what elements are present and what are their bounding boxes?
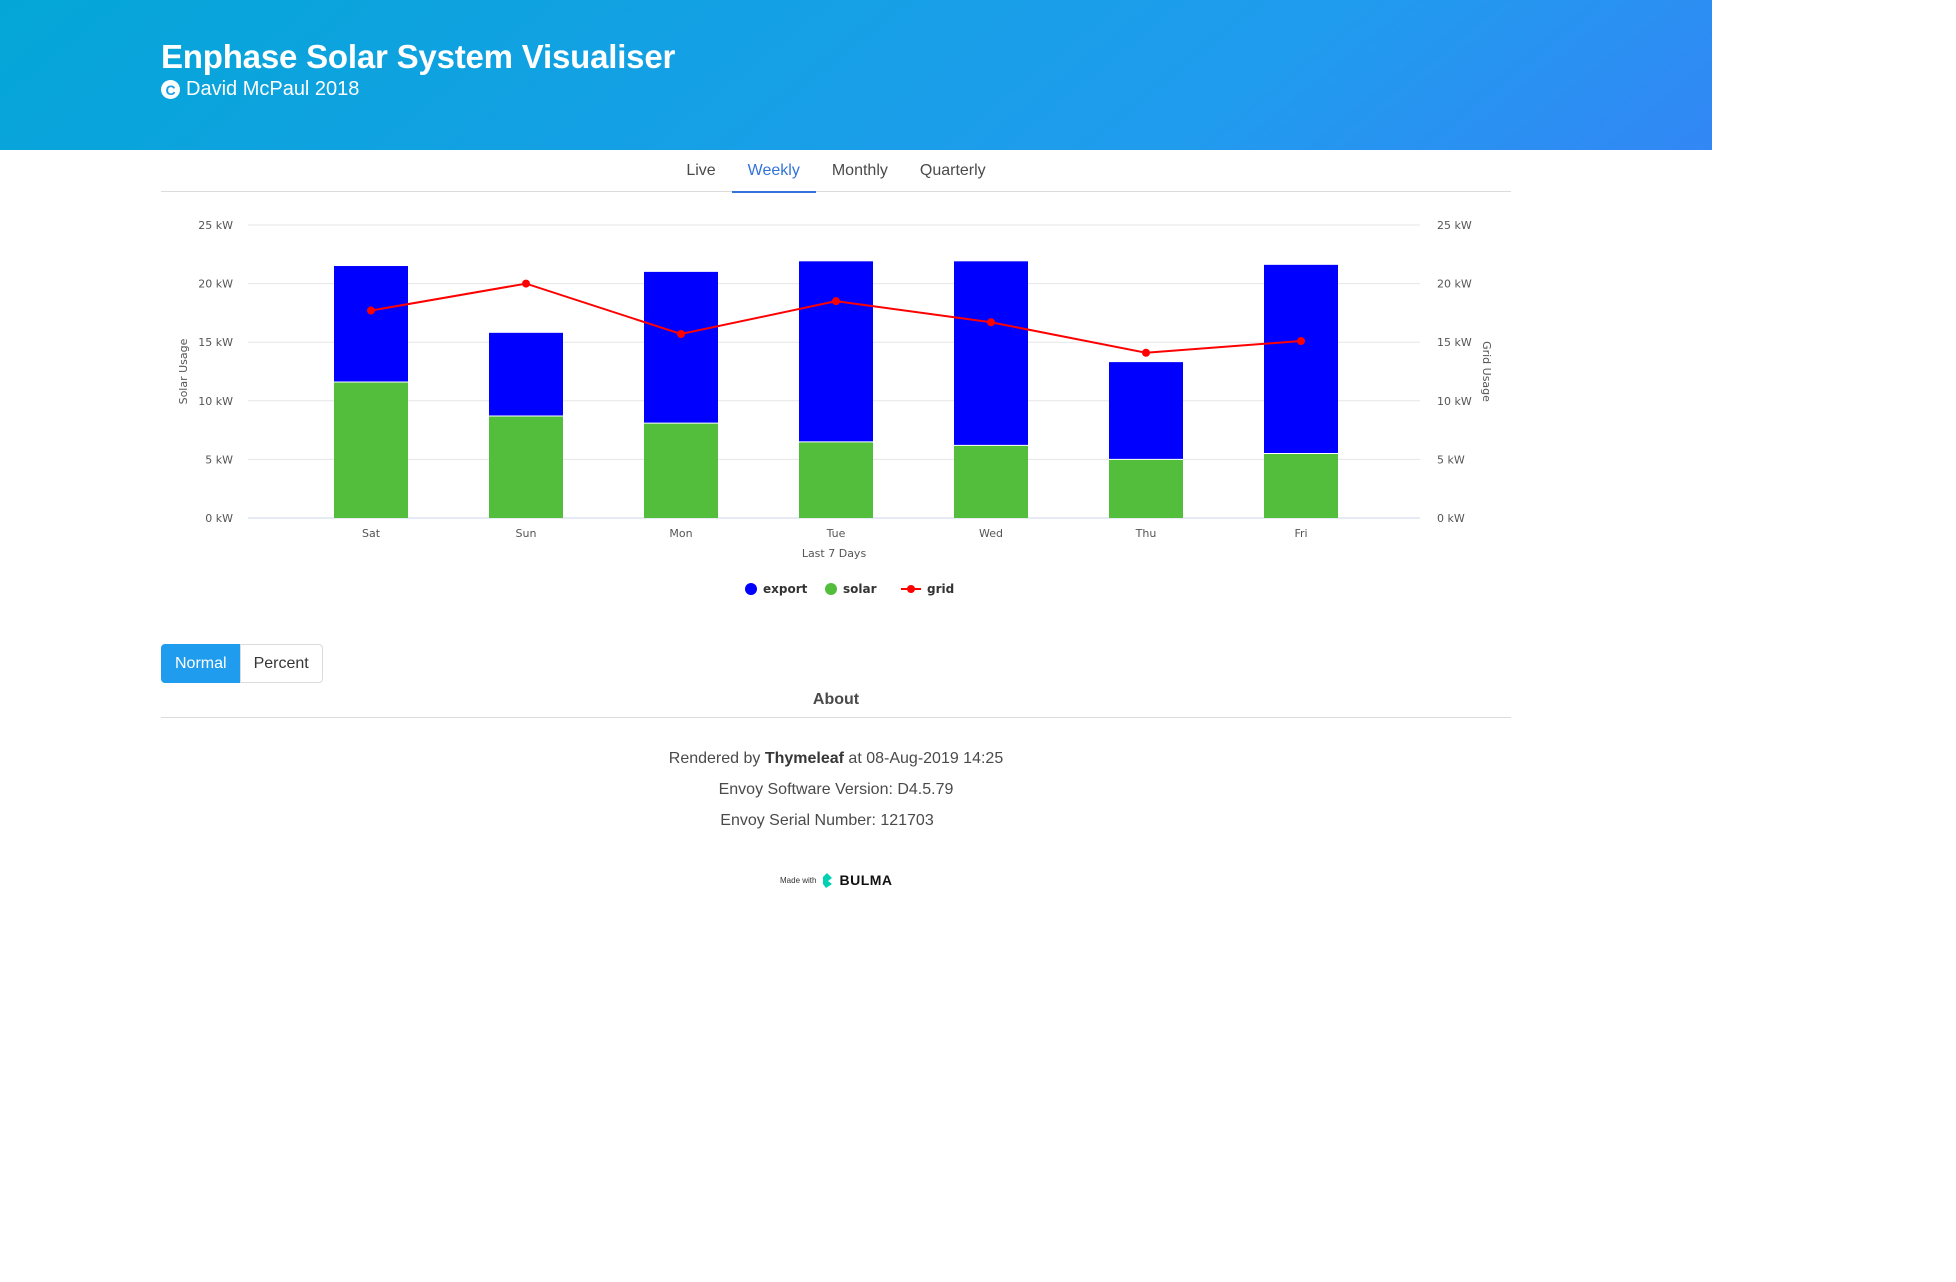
x-tick-label: Mon: [669, 527, 692, 540]
tab-quarterly[interactable]: Quarterly: [919, 162, 986, 179]
grid-series-point: [367, 306, 375, 315]
legend-grid-label: grid: [927, 582, 954, 596]
about-heading: About: [161, 686, 1511, 718]
x-tick-label: Wed: [979, 527, 1003, 540]
y-tick-label-left: 10 kW: [198, 395, 233, 408]
bar-export: [1264, 264, 1338, 454]
y-tick-label-right: 20 kW: [1437, 278, 1472, 291]
grid-series-point: [987, 318, 995, 327]
legend-export-marker: [745, 583, 757, 595]
grid-series-point: [832, 297, 840, 306]
y-tick-label-right: 15 kW: [1437, 336, 1472, 349]
grid-series-point: [677, 329, 685, 338]
legend-solar-marker: [825, 583, 837, 595]
weekly-usage-chart: 0 kW 0 kW 5 kW 5 kW 10 kW 10 kW 15 kW 15 kW 20 k…: [161, 200, 1511, 620]
bar-solar: [644, 423, 718, 518]
bar-export: [954, 261, 1028, 446]
y-tick-label-left: 5 kW: [205, 453, 233, 466]
y-tick-label-right: 25 kW: [1437, 219, 1472, 232]
bulma-logo-icon: [823, 872, 833, 888]
y-tick-label-left: 20 kW: [198, 278, 233, 291]
y-tick-label-right: 5 kW: [1437, 453, 1465, 466]
y-tick-label-right: 0 kW: [1437, 512, 1465, 525]
x-axis-title: Last 7 Days: [802, 547, 867, 560]
made-with-label: Made with: [780, 875, 817, 885]
y-tick-label-right: 10 kW: [1437, 395, 1472, 408]
y-axis-title-right: Grid Usage: [1480, 341, 1493, 402]
software-version: Envoy Software Version: D4.5.79: [718, 781, 954, 798]
tab-monthly[interactable]: Monthly: [831, 162, 888, 179]
bar-solar: [334, 382, 408, 518]
author-name: David McPaul 2018: [186, 78, 360, 100]
bulma-wordmark: BULMA: [839, 872, 893, 888]
bar-export: [799, 261, 873, 442]
tab-weekly[interactable]: Weekly: [731, 153, 816, 193]
display-mode-toggle: Normal Percent: [161, 644, 323, 683]
view-tabs: Live Weekly Monthly Quarterly: [161, 153, 1511, 193]
chart-svg: 0 kW 0 kW 5 kW 5 kW 10 kW 10 kW 15 kW 15 kW 20 k…: [177, 219, 1493, 596]
bar-solar: [1264, 453, 1338, 518]
legend-grid-marker: [907, 585, 915, 593]
header-hero: Enphase Solar System Visualiser C David …: [0, 0, 1712, 150]
bar-solar: [799, 441, 873, 518]
bar-solar: [489, 416, 563, 518]
grid-series-point: [1297, 337, 1305, 346]
rendered-engine: Thymeleaf: [764, 750, 844, 767]
bar-export: [334, 266, 408, 383]
bar-export: [644, 271, 718, 424]
percent-button[interactable]: Percent: [239, 644, 323, 683]
bar-solar: [954, 445, 1028, 518]
x-tick-label: Sun: [516, 527, 537, 540]
legend-solar-label: solar: [843, 582, 877, 596]
normal-button[interactable]: Normal: [161, 644, 241, 683]
grid-series-point: [522, 279, 530, 288]
x-tick-label: Tue: [826, 527, 846, 540]
bar-export: [1109, 362, 1183, 460]
x-tick-label: Thu: [1135, 527, 1157, 540]
x-tick-label: Fri: [1294, 527, 1307, 540]
copyright-icon: C: [161, 80, 180, 99]
rendered-prefix: Rendered by: [668, 750, 765, 767]
rendered-suffix: at 08-Aug-2019 14:25: [843, 750, 1004, 767]
made-with-bulma-link[interactable]: Made with BULMA: [780, 872, 893, 888]
y-axis-title-left: Solar Usage: [177, 338, 190, 404]
serial-number: Envoy Serial Number: 121703: [720, 812, 934, 829]
grid-series-point: [1142, 348, 1150, 357]
y-tick-label-left: 25 kW: [198, 219, 233, 232]
page-title: Enphase Solar System Visualiser: [161, 38, 676, 75]
y-tick-label-left: 15 kW: [198, 336, 233, 349]
legend-export-label: export: [763, 582, 808, 596]
bar-solar: [1109, 459, 1183, 518]
author-line: C David McPaul 2018: [161, 78, 359, 101]
rendered-by-line: Rendered by Thymeleaf at 08-Aug-2019 14:…: [161, 750, 1511, 768]
x-tick-label: Sat: [362, 527, 381, 540]
tab-live[interactable]: Live: [686, 162, 716, 179]
bar-export: [489, 332, 563, 417]
y-tick-label-left: 0 kW: [205, 512, 233, 525]
